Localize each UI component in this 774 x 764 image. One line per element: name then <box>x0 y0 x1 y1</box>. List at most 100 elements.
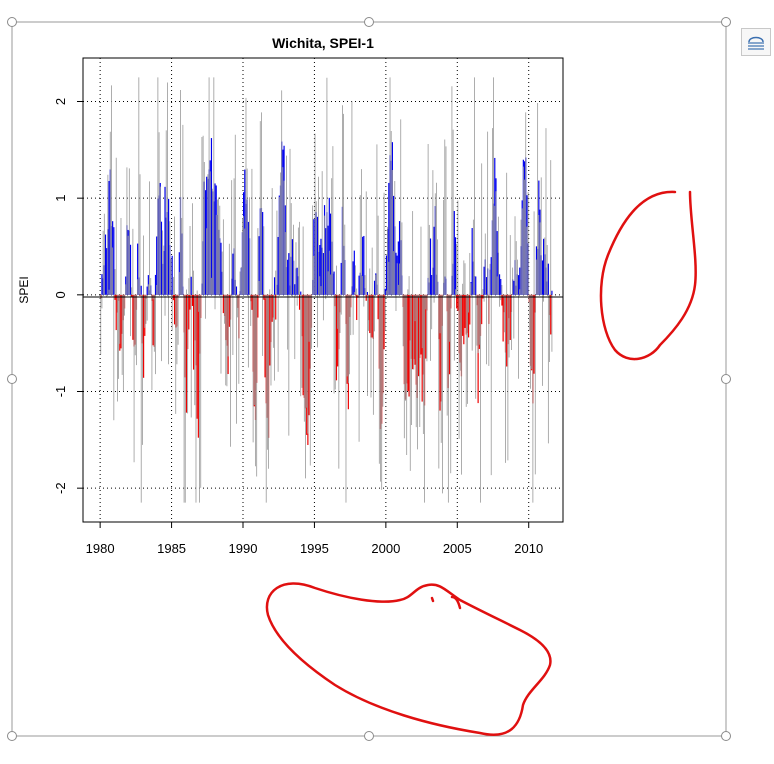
spei-bar <box>547 263 549 295</box>
y-tick-label: -1 <box>53 386 68 398</box>
x-tick-label: 1985 <box>157 541 186 556</box>
y-tick-label: 0 <box>53 291 68 298</box>
spei-bar <box>418 294 420 377</box>
spei-bar <box>431 274 433 295</box>
spei-bar <box>357 294 359 298</box>
y-axis-label: SPEI <box>17 276 31 303</box>
spei-bar <box>108 180 110 295</box>
spei-bar <box>462 294 464 336</box>
spei-bar <box>204 190 207 295</box>
spei-bar <box>433 226 435 295</box>
x-axis: 1980 1985 1990 1995 2000 2005 2010 <box>86 522 543 556</box>
resize-handle-right[interactable] <box>721 374 731 384</box>
x-tick-label: 1995 <box>300 541 329 556</box>
spei-bar <box>373 280 376 295</box>
spei-bar <box>475 276 477 295</box>
spei-bar <box>425 294 427 359</box>
spei-bar <box>453 210 455 295</box>
spei-bar <box>388 182 390 295</box>
spei-bar <box>412 294 414 370</box>
spei-bar <box>173 294 176 325</box>
handwritten-circle-bottom <box>265 582 552 736</box>
spei-bar <box>371 294 373 338</box>
spei-bar <box>335 294 338 381</box>
spei-bar <box>408 294 410 397</box>
spei-bar <box>490 257 492 295</box>
spei-bar <box>454 237 457 295</box>
x-tick-label: 1980 <box>86 541 115 556</box>
resize-handle-top[interactable] <box>364 17 374 27</box>
spei-bar <box>262 212 264 295</box>
spei-bar <box>115 294 117 331</box>
layout-options-button[interactable] <box>741 28 771 56</box>
spei-bar <box>104 234 107 295</box>
spei-bar <box>228 294 230 327</box>
y-tick-label: 2 <box>53 98 68 105</box>
spei-bar <box>258 236 260 295</box>
spei-bar <box>421 294 423 402</box>
spei-bar <box>257 294 259 318</box>
spei-bar <box>235 286 238 295</box>
spei-bar <box>132 294 134 340</box>
spei-bar <box>485 277 488 295</box>
spei-bar <box>156 236 158 295</box>
spei-bar <box>457 294 459 311</box>
spei-bar <box>171 255 173 295</box>
spei-bar <box>189 294 191 310</box>
spei-bar <box>471 228 473 295</box>
spei-bar <box>319 245 321 295</box>
spei-bar <box>502 294 504 342</box>
spei-bar <box>518 275 520 295</box>
spei-bar <box>300 291 302 295</box>
spei-bar <box>160 221 163 295</box>
spei-bar <box>220 242 222 295</box>
spei-bar <box>420 294 422 355</box>
resize-handle-bottom-left[interactable] <box>7 731 17 741</box>
spei-bar <box>214 183 216 295</box>
spei-bar <box>541 260 543 295</box>
spei-bar <box>362 236 364 295</box>
spei-bar <box>352 261 354 295</box>
resize-handle-bottom-right[interactable] <box>721 731 731 741</box>
spei-bar <box>191 294 193 306</box>
x-tick-label: 2010 <box>514 541 543 556</box>
x-tick-label: 2005 <box>443 541 472 556</box>
spei-bar <box>152 294 154 346</box>
resize-handle-top-right[interactable] <box>721 17 731 27</box>
spei-bar <box>316 216 318 295</box>
resize-handle-left[interactable] <box>7 374 17 384</box>
spei-bar <box>543 238 545 295</box>
picture-selection-frame[interactable] <box>11 21 727 737</box>
spei-bar <box>232 253 234 295</box>
spei-bar <box>363 235 365 295</box>
spei-bar <box>519 267 521 295</box>
spei-bar <box>120 294 122 349</box>
chart-title: Wichita, SPEI-1 <box>272 35 374 51</box>
spei-bar <box>277 236 279 295</box>
spei-bar <box>154 274 157 295</box>
data-bars <box>100 77 553 503</box>
resize-handle-bottom[interactable] <box>364 731 374 741</box>
spei-bar <box>190 276 192 295</box>
spei-bar <box>322 253 324 295</box>
plot-area <box>82 57 564 523</box>
spei-bar <box>325 228 327 295</box>
spei-bar <box>296 267 298 295</box>
y-tick-label: -2 <box>53 482 68 494</box>
y-axis: -2 -1 0 1 2 <box>53 98 83 494</box>
y-tick-label: 1 <box>53 195 68 202</box>
spei-bar <box>222 294 224 314</box>
spei-bar <box>340 262 342 295</box>
spei-bar <box>385 255 388 295</box>
resize-handle-top-left[interactable] <box>7 17 17 27</box>
x-tick-label: 2000 <box>371 541 400 556</box>
spei-bar <box>273 277 276 295</box>
x-tick-label: 1990 <box>229 541 258 556</box>
spei-bar <box>354 294 357 296</box>
spei-bar <box>140 285 142 295</box>
spei-bar <box>483 266 485 295</box>
spei-bar <box>383 294 385 350</box>
spei-bar <box>320 238 322 295</box>
spei-bar <box>397 241 399 295</box>
spei-bar <box>291 239 293 295</box>
